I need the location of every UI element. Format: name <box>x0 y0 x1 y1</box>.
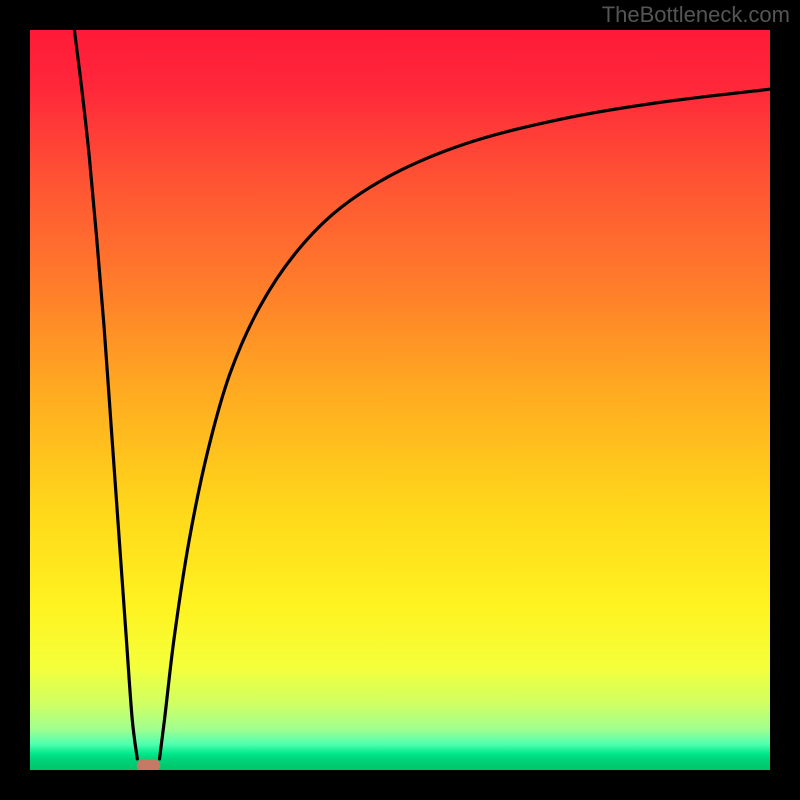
watermark-label: TheBottleneck.com <box>602 2 790 28</box>
gradient-background <box>30 30 770 770</box>
chart-root: TheBottleneck.com <box>0 0 800 800</box>
chart-svg <box>0 0 800 800</box>
